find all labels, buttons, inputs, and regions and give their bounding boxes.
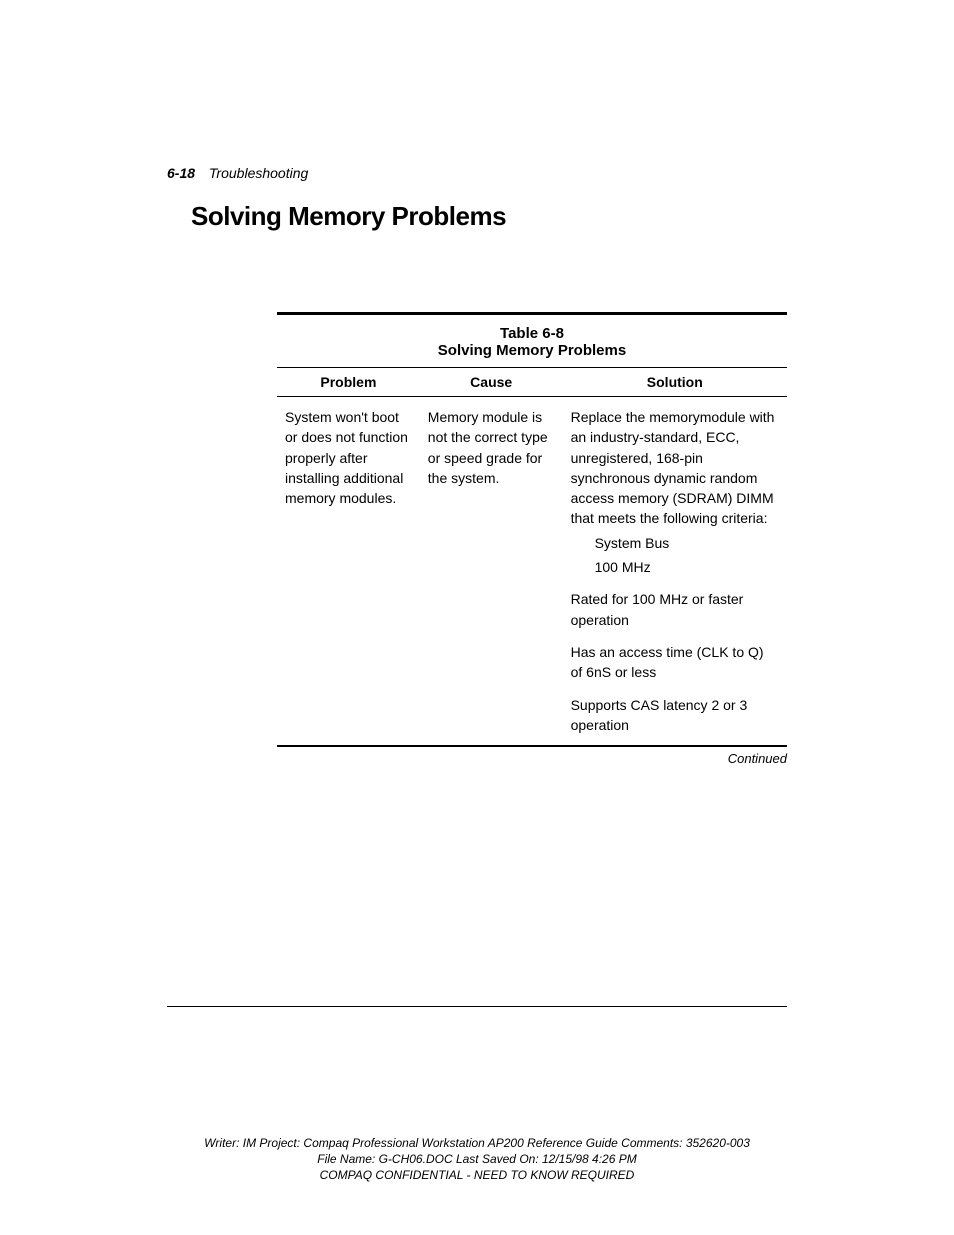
continued-label: Continued [277,747,787,766]
running-header: 6-18 Troubleshooting [167,165,787,181]
cell-solution: Replace the memorymodule with an industr… [563,397,787,746]
col-header-cause: Cause [420,368,563,397]
solution-sub-line: Has an access time (CLK to Q) of 6nS or … [571,642,779,683]
table-caption: Table 6-8 Solving Memory Problems [277,315,787,367]
col-header-solution: Solution [563,368,787,397]
solution-main: Replace the memorymodule with an industr… [571,407,779,529]
table-header-row: Problem Cause Solution [277,368,787,397]
solution-sub-line: Rated for 100 MHz or faster operation [571,589,779,630]
solution-sub-line: Supports CAS latency 2 or 3 operation [571,695,779,736]
cell-cause: Memory module is not the correct type or… [420,397,563,746]
solution-criteria-line: 100 MHz [595,557,779,577]
page-footer: Writer: IM Project: Compaq Professional … [0,1135,954,1184]
section-name: Troubleshooting [209,165,308,181]
page-number: 6-18 [167,165,195,181]
footer-rule [167,1006,787,1007]
table-container: Table 6-8 Solving Memory Problems Proble… [277,312,787,766]
cell-problem: System won't boot or does not function p… [277,397,420,746]
table-title: Solving Memory Problems [277,342,787,359]
page-body: 6-18 Troubleshooting Solving Memory Prob… [0,0,954,766]
footer-confidential: COMPAQ CONFIDENTIAL - NEED TO KNOW REQUI… [0,1167,954,1183]
table-row: System won't boot or does not function p… [277,397,787,746]
troubleshooting-table: Problem Cause Solution System won't boot… [277,368,787,745]
col-header-problem: Problem [277,368,420,397]
table-number: Table 6-8 [277,325,787,342]
footer-line: Writer: IM Project: Compaq Professional … [0,1135,954,1151]
page-title: Solving Memory Problems [191,201,787,232]
solution-criteria-line: System Bus [595,533,779,553]
footer-line: File Name: G-CH06.DOC Last Saved On: 12/… [0,1151,954,1167]
